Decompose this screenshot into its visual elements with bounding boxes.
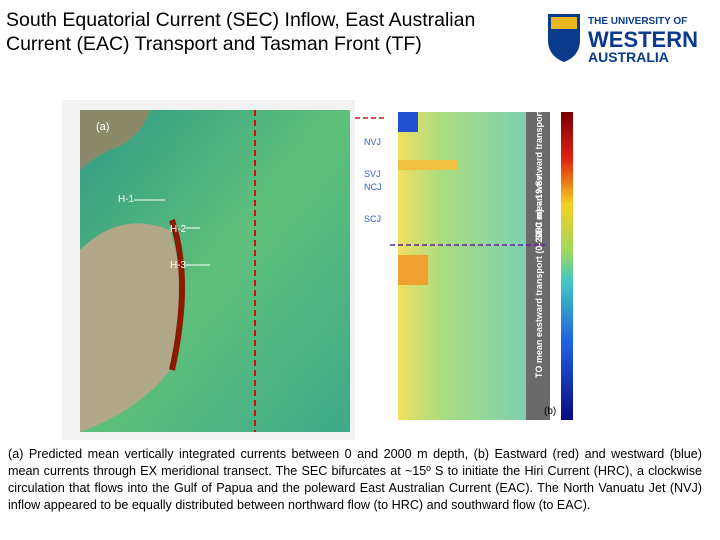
marker-label: H-2 <box>170 224 187 235</box>
transport-note: TO mean eastward transport (0-2000 m) = … <box>534 175 544 378</box>
panel-label: (b) <box>544 406 556 417</box>
transport-band <box>398 255 428 285</box>
panel-label: (a) <box>96 121 109 133</box>
jet-label: SCJ <box>364 214 381 224</box>
land <box>80 223 180 432</box>
jet-label: NCJ <box>364 182 382 192</box>
logo: THE UNIVERSITY OF WESTERN AUSTRALIA <box>548 14 698 65</box>
current <box>169 219 185 371</box>
transport-note: SEC mean westward transport (0-2000 m) =… <box>534 29 544 240</box>
transport-band <box>398 112 418 132</box>
marker-label: H-1 <box>118 194 135 205</box>
note-strip <box>526 112 550 420</box>
caption: (a) Predicted mean vertically integrated… <box>8 447 702 512</box>
marker-label: H-3 <box>170 260 187 271</box>
logo-text: WESTERN <box>588 27 698 52</box>
figure-canvas: THE UNIVERSITY OF WESTERN AUSTRALIA (a) … <box>62 14 698 440</box>
slide-title: South Equatorial Current (SEC) Inflow, E… <box>6 9 476 55</box>
logo-text: THE UNIVERSITY OF <box>588 16 687 27</box>
jet-label: NVJ <box>364 137 381 147</box>
transport-band <box>398 160 458 170</box>
logo-text: AUSTRALIA <box>588 49 669 65</box>
colorbar <box>561 112 573 420</box>
land <box>80 110 150 170</box>
jet-label: SVJ <box>364 169 381 179</box>
